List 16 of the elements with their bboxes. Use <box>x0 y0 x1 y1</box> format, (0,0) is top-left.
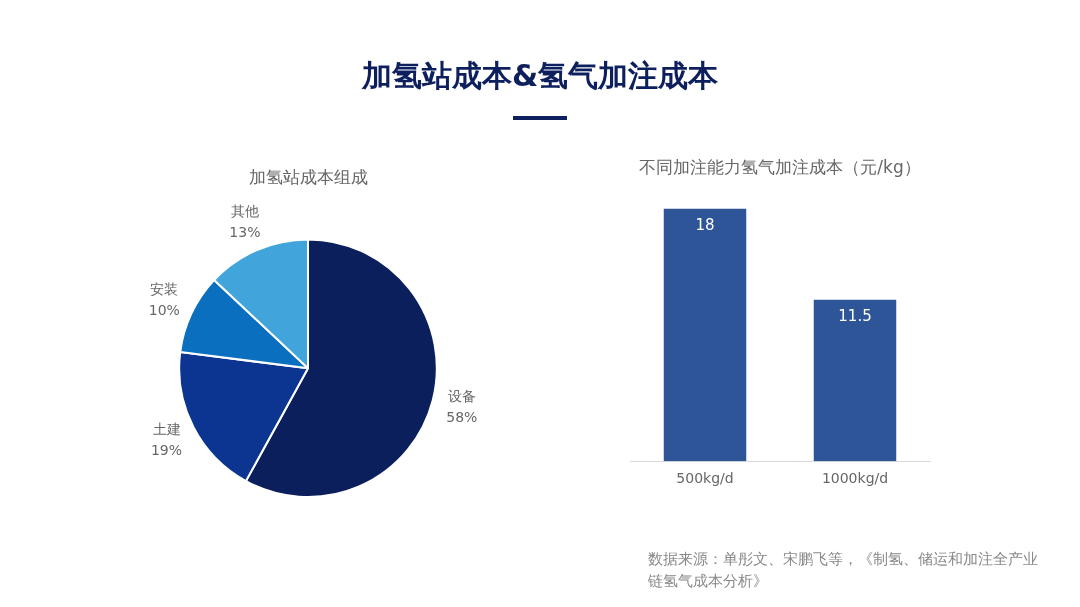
x-tick-label: 500kg/d <box>676 470 734 487</box>
slice-label: 土建 <box>152 420 181 437</box>
source-note: 数据来源：单彤文、宋鹏飞等，《制氢、储运和加注全产业链氢气成本分析》 <box>648 549 1039 592</box>
data-label: 19% <box>150 441 183 458</box>
chart-subtitle: 加氢站成本组成 <box>248 166 368 187</box>
slice-label: 设备 <box>447 388 476 405</box>
text: 加氢站成本&氢气加注成本 <box>360 57 720 95</box>
slice-label: 其他 <box>230 203 259 220</box>
slice-label: 安装 <box>150 281 179 298</box>
data-label: 10% <box>148 302 180 319</box>
data-label: 13% <box>229 224 261 241</box>
data-label: 11.5 <box>838 307 872 326</box>
data-label: 58% <box>446 409 478 426</box>
data-label: 18 <box>695 215 715 234</box>
x-tick-label: 1000kg/d <box>821 470 889 487</box>
chart-title: 不同加注能力氢气加注成本（元/kg） <box>639 156 921 177</box>
